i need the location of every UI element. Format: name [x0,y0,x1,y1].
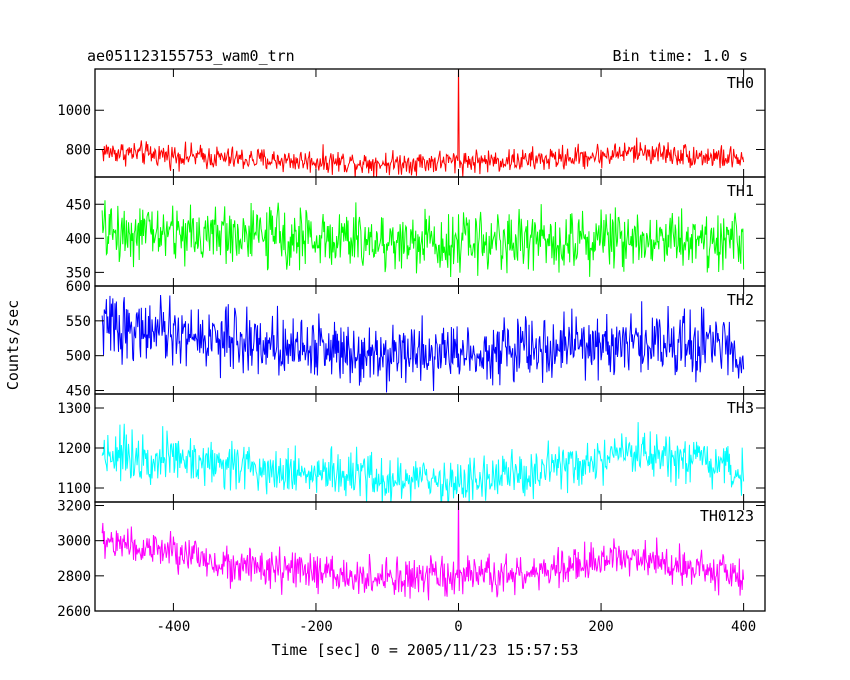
x-axis-label: Time [sec] 0 = 2005/11/23 15:57:53 [271,641,578,659]
y-tick-label: 2800 [57,569,91,585]
y-tick-label: 350 [66,265,91,281]
y-axis-label: Counts/sec [4,300,22,390]
y-tick-label: 1100 [57,481,91,497]
series-th1 [101,200,745,278]
series-th2 [101,295,745,393]
panel-label: TH0 [727,74,754,92]
y-tick-label: 3200 [57,499,91,515]
panel-th3: 1100 1200 1300 TH3 [57,393,766,503]
y-tick-label: 800 [66,143,91,159]
y-tick-label: 500 [66,349,91,365]
source-title: ae051123155753_wam0_trn [87,47,295,65]
y-tick-label: 600 [66,279,91,295]
x-tick-label: 200 [588,619,613,635]
y-tick-label: 3000 [57,534,91,550]
y-tick-label: 1000 [57,103,91,119]
y-tick-label: 1300 [57,401,91,417]
panel-th0123: 2600 2800 3000 3200 TH0123 [57,499,766,620]
panel-th1: 350 400 450 TH1 [66,176,766,287]
y-tick-label: 450 [66,384,91,400]
bin-time-label: Bin time: 1.0 s [613,47,748,65]
y-tick-label: 1200 [57,441,91,457]
series-th0 [101,69,745,177]
x-tick-label: -200 [299,619,333,635]
panels-group: 800 1000 TH0 350 400 450 TH1 450 500 550 600 TH2 110… [57,68,766,635]
y-tick-label: 450 [66,197,91,213]
y-tick-label: 2600 [57,604,91,620]
x-tick-label: -400 [157,619,191,635]
panel-label: TH3 [727,399,754,417]
series-th0123 [101,502,745,601]
x-tick-label: 0 [454,619,462,635]
panel-th2: 450 500 550 600 TH2 [66,279,766,400]
panel-label: TH2 [727,291,754,309]
y-tick-label: 550 [66,314,91,330]
panel-label: TH1 [727,182,754,200]
panel-frame [94,501,766,612]
panel-label: TH0123 [700,507,754,525]
series-th3 [101,422,745,502]
x-tick-label: 400 [731,619,756,635]
panel-th0: 800 1000 TH0 [57,68,766,178]
y-tick-label: 400 [66,231,91,247]
